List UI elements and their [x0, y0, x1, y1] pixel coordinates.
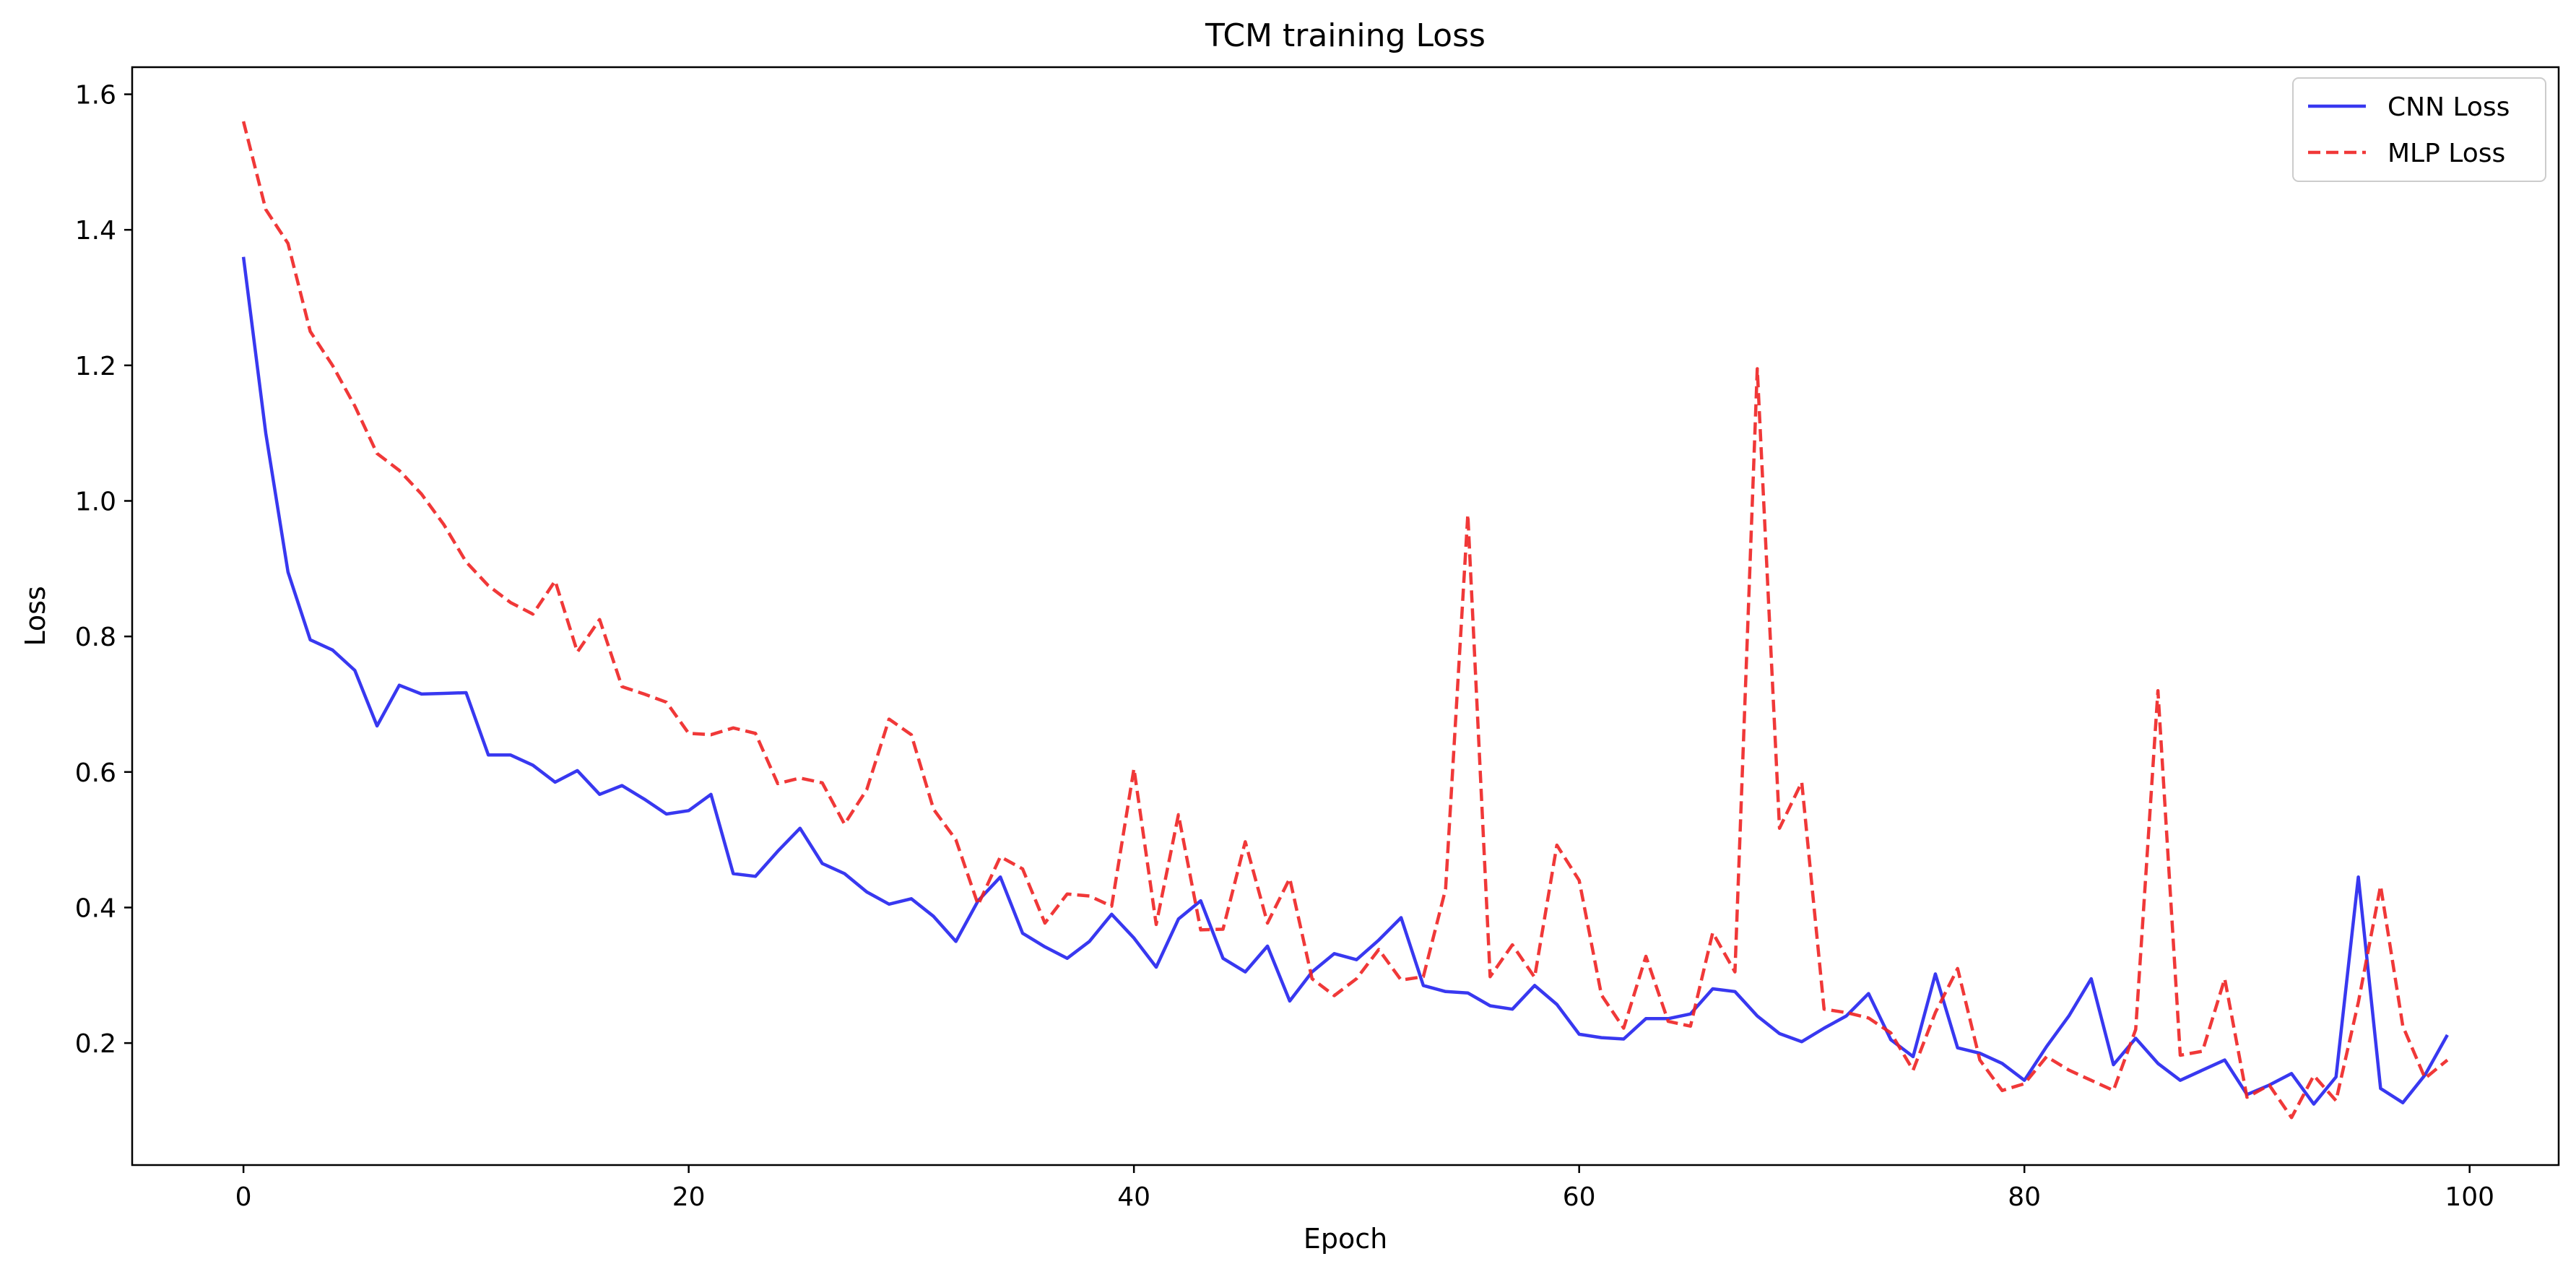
- y-tick-label: 0.2: [75, 1029, 116, 1059]
- x-tick-label: 60: [1563, 1182, 1596, 1212]
- plot-lines: [241, 121, 2449, 1120]
- x-axis-label: Epoch: [1304, 1223, 1387, 1255]
- x-axis-ticks: 0 20 40 60 80 100: [235, 1165, 2494, 1212]
- y-tick-label: 1.2: [75, 352, 116, 381]
- y-tick-label: 1.0: [75, 487, 116, 516]
- y-tick-label: 1.6: [75, 81, 116, 111]
- x-tick-label: 100: [2445, 1182, 2494, 1212]
- x-tick-label: 20: [672, 1182, 706, 1212]
- y-tick-label: 0.8: [75, 623, 116, 652]
- y-tick-label: 0.4: [75, 893, 116, 923]
- legend-label-mlp: MLP Loss: [2388, 139, 2505, 168]
- y-axis-ticks: 0.2 0.4 0.6 0.8 1.0 1.2 1.4 1.6: [75, 81, 132, 1059]
- legend-label-cnn: CNN Loss: [2388, 92, 2510, 122]
- plot-frame: [131, 66, 2560, 1166]
- chart-title: TCM training Loss: [1205, 17, 1486, 54]
- legend: CNN Loss MLP Loss: [2292, 77, 2546, 182]
- series-line-mlp-loss: [241, 121, 2449, 1120]
- y-axis-label: Loss: [19, 586, 51, 646]
- y-tick-label: 0.6: [75, 758, 116, 788]
- x-tick-label: 0: [235, 1182, 252, 1212]
- x-tick-label: 40: [1117, 1182, 1150, 1212]
- y-tick-label: 1.4: [75, 216, 116, 246]
- x-tick-label: 80: [2008, 1182, 2041, 1212]
- series-line-cnn-loss: [241, 256, 2449, 1106]
- legend-box: [2292, 77, 2546, 182]
